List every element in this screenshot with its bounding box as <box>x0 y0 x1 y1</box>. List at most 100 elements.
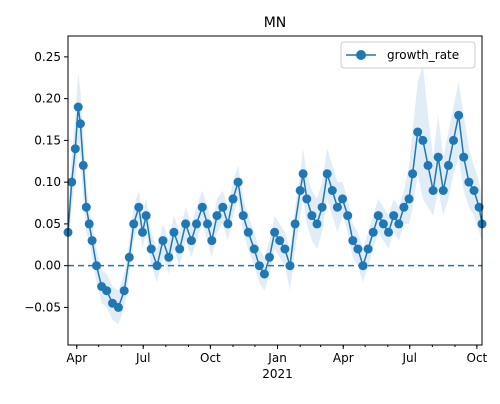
data-point <box>81 202 91 212</box>
y-tick-label: −0.05 <box>24 300 61 314</box>
data-point <box>285 261 295 271</box>
data-point <box>295 186 305 195</box>
data-point <box>169 227 179 237</box>
data-point <box>280 244 290 254</box>
data-point <box>469 186 479 195</box>
data-point <box>152 261 162 271</box>
x-tick-label: Apr <box>333 351 354 365</box>
data-point <box>343 211 353 221</box>
data-point <box>243 227 253 237</box>
legend-frame <box>340 41 476 69</box>
data-point <box>254 261 264 271</box>
data-point <box>459 152 469 162</box>
legend: growth_rate <box>340 41 476 69</box>
data-point <box>218 202 228 212</box>
data-point <box>197 202 207 212</box>
data-point <box>454 110 464 120</box>
data-point <box>212 211 222 221</box>
y-tick-label: 0.00 <box>34 259 61 273</box>
data-point <box>378 219 388 229</box>
legend-entry-label: growth_rate <box>387 48 459 62</box>
x-tick-label: Oct <box>200 351 221 365</box>
chart-title: MN <box>264 15 287 31</box>
data-point <box>78 160 88 170</box>
x-tick-label: Jan <box>267 351 287 365</box>
data-point <box>164 252 174 262</box>
data-point <box>433 152 443 162</box>
data-point <box>203 219 212 229</box>
data-point <box>408 169 418 179</box>
data-point <box>443 160 453 170</box>
data-point <box>348 236 358 246</box>
data-point <box>67 177 77 187</box>
data-point <box>84 219 94 229</box>
data-point <box>119 286 129 296</box>
data-point <box>302 194 312 204</box>
data-point <box>338 194 347 204</box>
y-tick-label: 0.25 <box>34 50 61 64</box>
data-point <box>223 219 233 229</box>
data-point <box>332 202 342 212</box>
data-point <box>327 186 337 195</box>
data-point <box>312 219 322 229</box>
x-tick-label: Oct <box>467 351 488 365</box>
data-point <box>353 244 363 254</box>
data-point <box>438 186 448 195</box>
data-point <box>423 160 433 170</box>
data-point <box>129 219 139 229</box>
data-point <box>146 244 156 254</box>
data-point <box>394 219 404 229</box>
data-point <box>413 127 423 137</box>
data-point <box>404 194 414 204</box>
data-point <box>259 269 269 279</box>
y-tick-label: 0.15 <box>34 133 61 147</box>
data-point <box>92 261 101 271</box>
data-point <box>181 219 191 229</box>
data-point <box>138 227 147 237</box>
data-point <box>399 202 409 212</box>
data-point <box>87 236 97 246</box>
confidence-band-0 <box>68 65 482 325</box>
data-point <box>233 177 243 187</box>
data-point <box>449 135 458 145</box>
data-point <box>175 244 185 254</box>
data-point <box>102 286 112 296</box>
data-point <box>474 202 484 212</box>
data-point <box>384 227 393 237</box>
data-point <box>363 244 373 254</box>
data-point <box>275 236 285 246</box>
series-layer <box>63 102 487 312</box>
data-point <box>265 252 274 262</box>
data-point <box>464 177 474 187</box>
confidence-band-layer <box>68 65 482 325</box>
data-point <box>298 169 308 179</box>
data-point <box>368 227 378 237</box>
data-point <box>322 169 332 179</box>
data-point <box>134 202 144 212</box>
data-point <box>307 211 317 221</box>
data-point <box>73 102 83 112</box>
data-point <box>290 219 300 229</box>
data-point <box>192 219 201 229</box>
x-tick-label: Jul <box>135 351 150 365</box>
data-point <box>249 244 259 254</box>
data-point <box>75 119 85 129</box>
data-point <box>428 186 438 195</box>
data-point <box>389 211 399 221</box>
data-point <box>113 302 123 312</box>
data-point <box>141 211 151 221</box>
data-point <box>373 211 383 221</box>
data-point <box>418 135 428 145</box>
y-tick-label: 0.20 <box>34 92 61 106</box>
legend-marker-swatch <box>356 50 366 60</box>
data-point <box>70 144 80 154</box>
data-point <box>186 236 196 246</box>
data-point <box>317 202 327 212</box>
x-tick-label: Apr <box>66 351 87 365</box>
data-point <box>158 236 168 246</box>
data-point <box>358 261 368 271</box>
axes-layer: −0.05 0.00 0.05 0.10 0.15 0.20 0.25 Apr Jul Oct Ja… <box>24 50 487 381</box>
y-tick-label: 0.05 <box>34 217 61 231</box>
